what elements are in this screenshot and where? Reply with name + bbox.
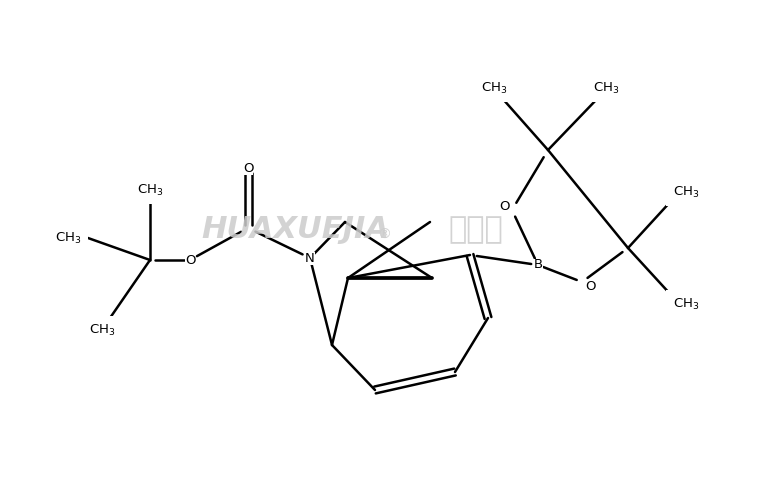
- Text: O: O: [498, 199, 509, 213]
- Text: O: O: [584, 280, 595, 293]
- Text: B: B: [534, 259, 542, 272]
- Text: N: N: [305, 251, 315, 264]
- Text: HUAXUEJIA: HUAXUEJIA: [202, 216, 389, 244]
- Text: CH$_3$: CH$_3$: [137, 182, 164, 197]
- Text: ®: ®: [377, 228, 391, 242]
- Text: CH$_3$: CH$_3$: [89, 322, 115, 338]
- Text: O: O: [243, 161, 253, 174]
- Text: 化学加: 化学加: [449, 216, 504, 244]
- Text: CH$_3$: CH$_3$: [673, 184, 699, 200]
- Text: CH$_3$: CH$_3$: [481, 80, 507, 95]
- Text: CH$_3$: CH$_3$: [593, 80, 619, 95]
- Text: CH$_3$: CH$_3$: [673, 297, 699, 311]
- Text: O: O: [185, 253, 195, 266]
- Text: CH$_3$: CH$_3$: [55, 230, 81, 246]
